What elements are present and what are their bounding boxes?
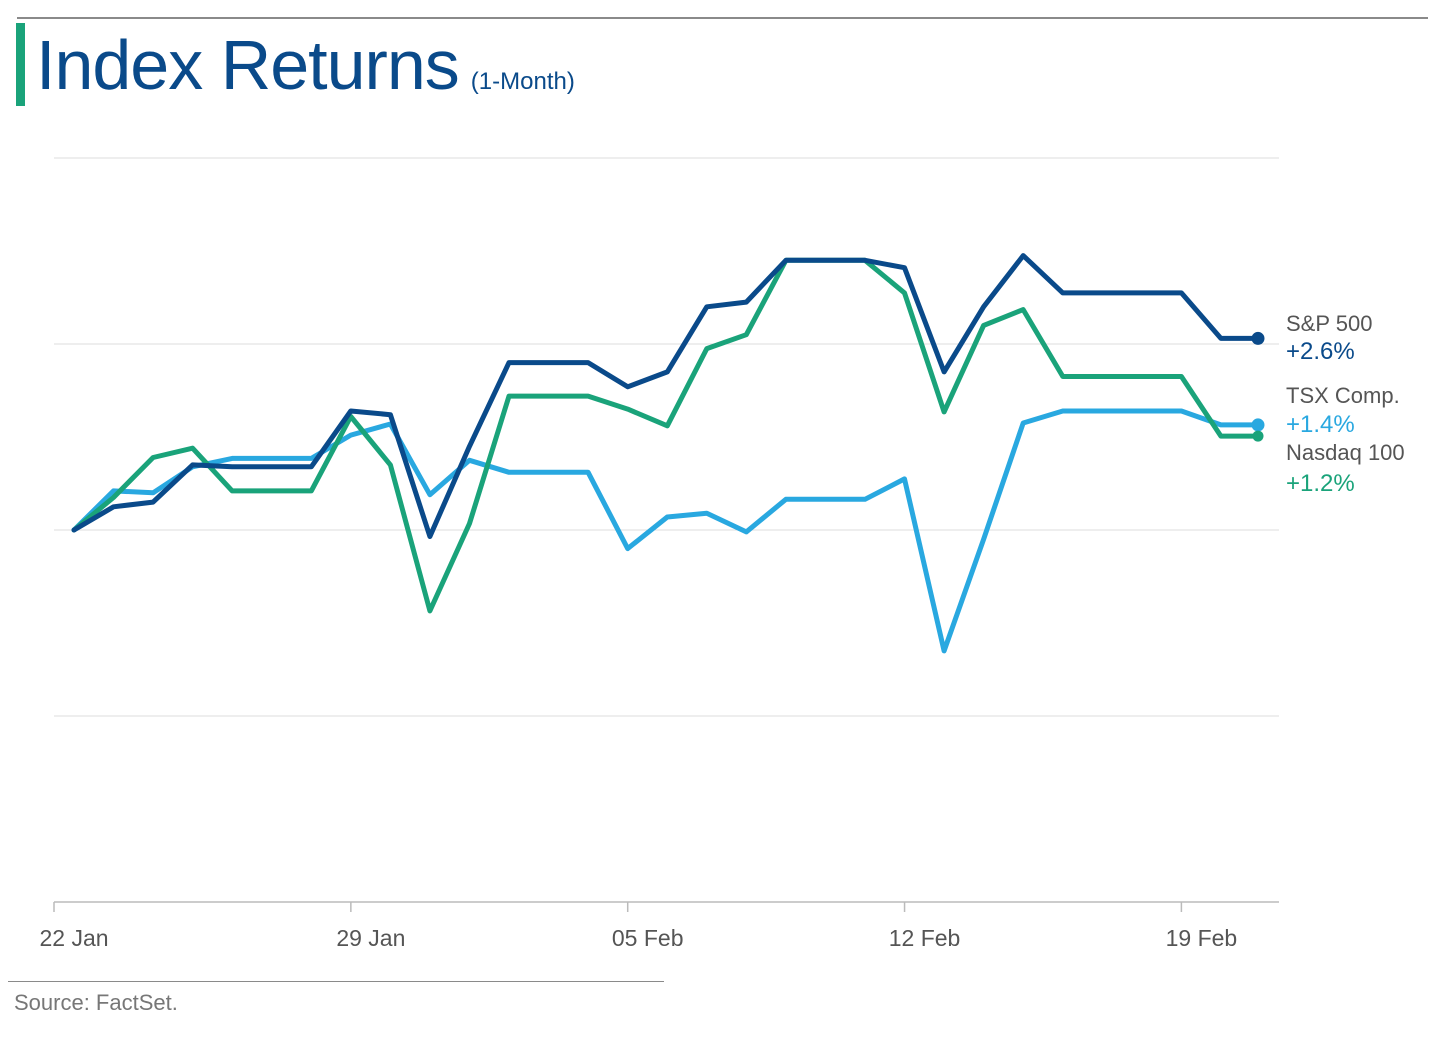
series-end-dot: [1251, 331, 1265, 345]
series-line-nasdaq-100: [71, 257, 1263, 614]
chart-subtitle: (1-Month): [470, 68, 575, 95]
series-label-name: Nasdaq 100: [1286, 440, 1405, 465]
source-rule: [8, 981, 664, 982]
x-axis: 22 Jan 29 Jan 05 Feb 12 Feb 19 Feb: [39, 902, 1237, 951]
series-label-value: +1.4%: [1286, 411, 1355, 438]
gridlines: [54, 157, 1279, 903]
series-end-dot: [1252, 430, 1264, 442]
series-end-labels: S&P 500+2.6% Nasdaq 100 +1.2% TSX Comp. +1.4…: [1286, 311, 1405, 497]
source-note: Source: FactSet.: [14, 990, 178, 1015]
series-label-value: +1.2%: [1286, 470, 1355, 497]
top-rule: [17, 17, 1428, 19]
series-line-s-p-500: [71, 253, 1263, 539]
x-tick-label: 22 Jan: [39, 925, 108, 951]
x-tick-label: 29 Jan: [336, 925, 405, 951]
series-label-value: +2.6%: [1286, 338, 1355, 365]
series-end-dot: [1251, 418, 1265, 432]
title-accent-bar: [16, 23, 25, 106]
chart-header: Index Returns (1-Month): [36, 24, 575, 106]
chart-title: Index Returns: [36, 26, 460, 104]
x-tick-label: 05 Feb: [612, 925, 684, 951]
series-lines: [71, 253, 1265, 654]
series-label-name: S&P 500: [1286, 311, 1372, 336]
series-label-name: TSX Comp.: [1286, 383, 1400, 408]
series-line-tsx-comp-: [71, 408, 1263, 654]
x-tick-label: 19 Feb: [1166, 925, 1238, 951]
x-tick-label: 12 Feb: [889, 925, 961, 951]
